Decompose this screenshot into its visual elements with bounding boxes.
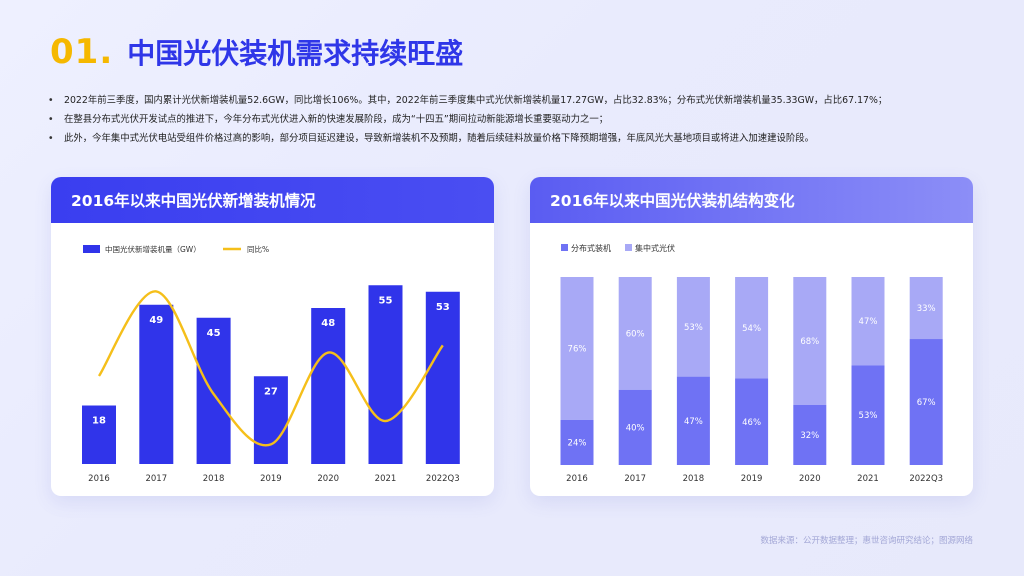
bar-value-label: 18	[92, 416, 106, 427]
bar-segment-centralized-2017	[618, 277, 652, 390]
bar-2021	[368, 285, 403, 464]
bar-value-label: 27	[264, 386, 278, 397]
bullet-item: 在整县分布式光伏开发试点的推进下，今年分布式光伏进入新的快速发展阶段，成为“十四…	[48, 114, 988, 125]
x-tick-label: 2016	[88, 474, 110, 484]
legend-label-line: 同比%	[247, 244, 269, 254]
bar-segment-distributed-2021	[851, 365, 885, 465]
chart-title: 2016年以来中国光伏装机结构变化	[530, 177, 973, 223]
x-tick-label: 2016	[566, 474, 588, 484]
x-tick-label: 2017	[145, 474, 167, 484]
legend-swatch-centralized	[625, 244, 632, 251]
data-label-distributed: 24%	[568, 438, 587, 448]
chart-card-installations: 中国光伏新增装机量（GW） 同比% 18 2016 49 2017 45 2018 27 2019…	[51, 177, 494, 496]
bar-segment-centralized-2021	[851, 277, 885, 366]
legend-label-centralized: 集中式光伏	[635, 243, 675, 253]
x-tick-label: 2018	[683, 474, 705, 484]
data-label-distributed: 47%	[684, 417, 703, 427]
x-tick-label: 2018	[203, 474, 225, 484]
bar-2020	[311, 308, 346, 464]
bar-value-label: 55	[379, 295, 393, 306]
bar-line-chart: 中国光伏新增装机量（GW） 同比% 18 2016 49 2017 45 2018 27 2019…	[82, 244, 460, 484]
x-tick-label: 2022Q3	[909, 474, 943, 484]
bar-segment-distributed-2018	[676, 376, 710, 465]
legend-label-distributed: 分布式装机	[571, 243, 611, 253]
x-tick-label: 2021	[857, 474, 879, 484]
data-label-centralized: 53%	[684, 323, 703, 333]
bar-value-label: 48	[321, 318, 335, 329]
x-tick-label: 2021	[375, 474, 397, 484]
data-label-distributed: 32%	[800, 431, 819, 441]
page-title: 中国光伏装机需求持续旺盛	[127, 37, 464, 70]
stacked-bar-chart: 分布式装机 集中式光伏 76% 24% 2016 60% 40% 2017 53% 47% 2018…	[560, 243, 943, 484]
bar-2017	[139, 304, 174, 464]
bar-segment-centralized-2019	[735, 277, 769, 379]
page-header: 01. 中国光伏装机需求持续旺盛	[50, 30, 463, 74]
bar-2022Q3	[425, 291, 460, 464]
x-tick-label: 2017	[624, 474, 646, 484]
x-tick-label: 2020	[317, 474, 339, 484]
bar-value-label: 49	[149, 315, 163, 326]
bullet-item: 此外，今年集中式光伏电站受组件价格过高的影响，部分项目延迟建设，导致新增装机不及…	[48, 133, 988, 144]
bar-2018	[196, 317, 231, 464]
x-tick-label: 2019	[741, 474, 763, 484]
bar-segment-distributed-2020	[793, 404, 827, 465]
bar-2019	[253, 376, 288, 464]
data-source-note: 数据来源：公开数据整理；惠世咨询研究结论；图源网络	[760, 536, 973, 546]
bar-value-label: 53	[436, 302, 450, 313]
bar-segment-distributed-2019	[735, 378, 769, 465]
chart-title: 2016年以来中国光伏新增装机情况	[51, 177, 494, 223]
bar-segment-centralized-2018	[676, 277, 710, 377]
bar-segment-distributed-2017	[618, 389, 652, 465]
bar-2016	[82, 405, 116, 464]
data-label-centralized: 47%	[859, 317, 878, 327]
data-label-centralized: 68%	[800, 337, 819, 347]
bullet-list: 2022年前三季度，国内累计光伏新增装机量52.6GW，同比增长106%。其中，…	[48, 95, 988, 152]
data-label-centralized: 60%	[626, 329, 645, 339]
bar-segment-centralized-2022Q3	[909, 277, 943, 340]
chart-card-structure: 分布式装机 集中式光伏 76% 24% 2016 60% 40% 2017 53% 47% 2018…	[530, 177, 973, 496]
data-label-distributed: 46%	[742, 418, 761, 428]
data-label-centralized: 33%	[917, 304, 936, 314]
bullet-item: 2022年前三季度，国内累计光伏新增装机量52.6GW，同比增长106%。其中，…	[48, 95, 988, 106]
data-label-distributed: 67%	[917, 398, 936, 408]
data-label-distributed: 40%	[626, 423, 645, 433]
section-number: 01.	[50, 32, 114, 72]
data-label-centralized: 76%	[568, 344, 587, 354]
data-label-centralized: 54%	[742, 324, 761, 334]
x-tick-label: 2022Q3	[426, 474, 460, 484]
bar-segment-distributed-2016	[560, 419, 594, 465]
bar-segment-centralized-2020	[793, 277, 827, 405]
series-line-yoy	[97, 290, 444, 447]
legend-swatch-bar	[83, 245, 100, 253]
bar-segment-distributed-2022Q3	[909, 339, 943, 465]
bar-value-label: 45	[207, 328, 221, 339]
x-tick-label: 2019	[260, 474, 282, 484]
legend-label-bar: 中国光伏新增装机量（GW）	[105, 244, 201, 254]
x-tick-label: 2020	[799, 474, 821, 484]
data-label-distributed: 53%	[859, 411, 878, 421]
bar-segment-centralized-2016	[560, 277, 594, 420]
legend-swatch-distributed	[561, 244, 568, 251]
